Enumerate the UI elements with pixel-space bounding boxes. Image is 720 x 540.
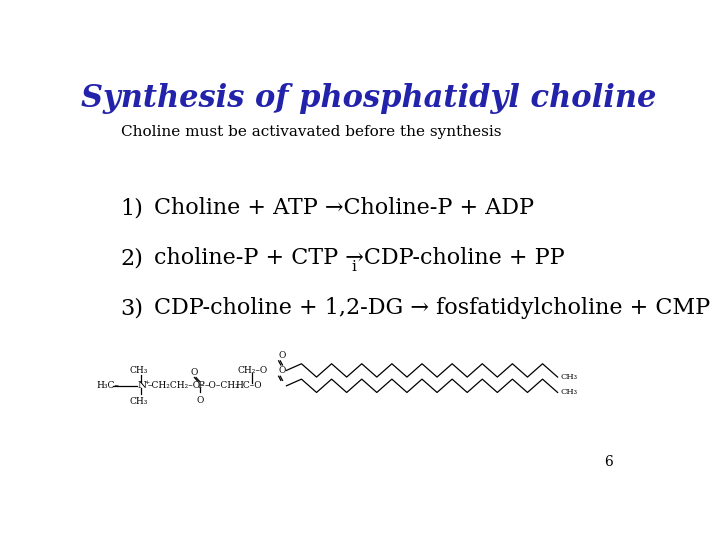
Text: Choline must be activavated before the synthesis: Choline must be activavated before the s…	[121, 125, 501, 139]
Text: O: O	[279, 367, 286, 375]
Text: CDP-choline + 1,2-DG → fosfatidylcholine + CMP: CDP-choline + 1,2-DG → fosfatidylcholine…	[154, 297, 711, 319]
Text: P: P	[197, 381, 204, 390]
Text: CH₂–O: CH₂–O	[238, 366, 268, 375]
Text: i: i	[351, 260, 356, 274]
Text: choline-P + CTP →CDP-choline + PP: choline-P + CTP →CDP-choline + PP	[154, 247, 564, 269]
Text: 3): 3)	[121, 297, 144, 319]
Text: H₃C–: H₃C–	[96, 381, 120, 390]
Text: 6: 6	[605, 455, 613, 469]
Text: O: O	[197, 396, 204, 405]
Text: CH₃: CH₃	[130, 366, 148, 375]
Text: O: O	[190, 368, 197, 377]
Text: Synthesis of phosphatidyl choline: Synthesis of phosphatidyl choline	[81, 83, 657, 114]
Text: 1): 1)	[121, 197, 143, 219]
Text: O: O	[279, 351, 286, 360]
Text: CH₃: CH₃	[130, 397, 148, 407]
Text: Choline + ATP →Choline-P + ADP: Choline + ATP →Choline-P + ADP	[154, 197, 534, 219]
Text: CH₃: CH₃	[560, 388, 577, 396]
Text: +: +	[144, 380, 150, 384]
Text: N: N	[138, 381, 146, 390]
Text: –CH₂CH₂–O–: –CH₂CH₂–O–	[148, 381, 206, 390]
Text: HC–O: HC–O	[235, 381, 261, 390]
Text: CH₃: CH₃	[560, 373, 577, 381]
Text: –O–CH₂: –O–CH₂	[205, 381, 240, 390]
Text: 2): 2)	[121, 247, 143, 269]
